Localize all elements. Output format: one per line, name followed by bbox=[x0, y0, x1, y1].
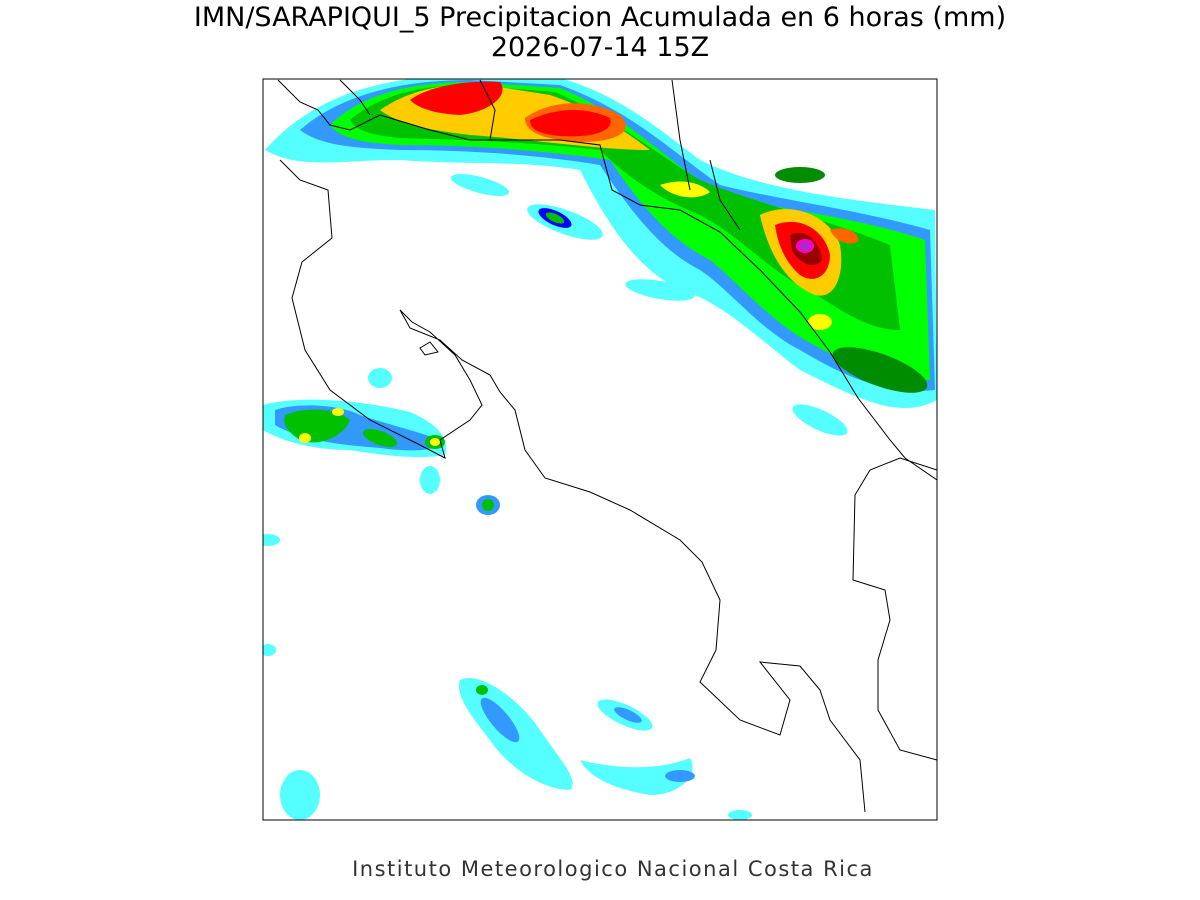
footer: Instituto Meteorologico Nacional Costa R… bbox=[352, 857, 874, 881]
coastlines bbox=[277, 79, 937, 813]
map-frame bbox=[262, 78, 938, 821]
subtitle: 2026-07-14 15Z bbox=[491, 32, 709, 63]
title: IMN/SARAPIQUI_5 Precipitacion Acumulada … bbox=[194, 2, 1006, 33]
rain-cells bbox=[263, 174, 848, 820]
precipitation bbox=[263, 79, 937, 820]
rain-band-north bbox=[265, 79, 937, 408]
